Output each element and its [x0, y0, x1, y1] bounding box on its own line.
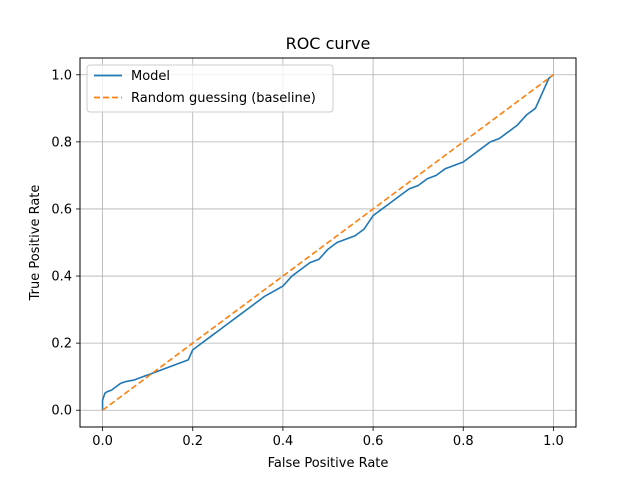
legend-baseline-label: Random guessing (baseline) [131, 91, 316, 106]
x-tick-label: 1.0 [543, 434, 564, 449]
x-tick-label: 0.6 [363, 434, 384, 449]
model-roc-line [101, 74, 554, 411]
y-tick-label: 0.4 [51, 270, 72, 285]
x-tick-label: 0.8 [453, 434, 474, 449]
x-tick-label: 0.2 [182, 434, 203, 449]
x-tick-label: 0.4 [273, 434, 294, 449]
legend-model-label: Model [131, 69, 170, 84]
x-tick-label: 0.0 [92, 434, 113, 449]
legend-box [86, 64, 334, 113]
grid-lines [80, 58, 576, 427]
y-tick-label: 0.8 [51, 135, 72, 150]
y-tick-label: 0.0 [51, 404, 72, 419]
baseline-line [102, 74, 554, 411]
y-tick-label: 1.0 [51, 68, 72, 83]
y-axis-title: True Positive Rate [28, 185, 43, 302]
x-axis-title: False Positive Rate [268, 456, 389, 471]
chart-title: ROC curve [286, 34, 371, 53]
y-tick-label: 0.2 [51, 337, 72, 352]
y-tick-label: 0.6 [51, 202, 72, 217]
plot-frame [79, 57, 577, 428]
series-layer [101, 74, 554, 411]
legend: Model Random guessing (baseline) [86, 64, 334, 113]
tick-layer: 0.0 0.2 0.4 0.6 0.8 1.0 0.0 0.2 0.4 0.6 0.8 1.0 [51, 68, 563, 449]
